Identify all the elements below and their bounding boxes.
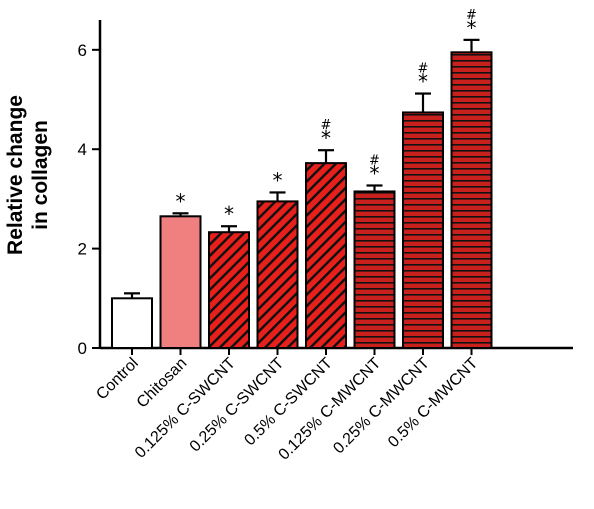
- y-tick-label-2: 2: [78, 240, 87, 259]
- y-axis-title-line-1: Relative change: [4, 95, 27, 255]
- bar-5: [353, 190, 396, 349]
- significance-star-5: *: [370, 161, 380, 185]
- significance-hash-7: #: [466, 8, 477, 23]
- bar-7: [450, 51, 493, 349]
- bar-3: [256, 200, 299, 349]
- y-axis-title: Relative change in collagen: [4, 95, 52, 255]
- significance-star-7: *: [467, 16, 477, 40]
- significance-hash-4: #: [321, 118, 332, 133]
- bar-4: [305, 162, 347, 349]
- category-label-0: Control: [93, 355, 141, 403]
- y-axis-title-line-2: in collagen: [29, 120, 52, 230]
- bar-6: [402, 111, 444, 349]
- significance-star-6: *: [418, 70, 428, 94]
- bar-1: [159, 215, 202, 349]
- significance-star-1: *: [176, 189, 186, 213]
- significance-hash-5: #: [369, 153, 380, 168]
- significance-star-2: *: [224, 202, 234, 226]
- y-tick-label-4: 4: [78, 140, 87, 159]
- y-tick-label-6: 6: [78, 41, 87, 60]
- significance-hash-6: #: [418, 62, 429, 77]
- category-label-4: 0.5% C-SWCNT: [241, 355, 336, 450]
- significance-star-3: *: [273, 168, 283, 192]
- category-label-7: 0.5% C-MWCNT: [385, 355, 481, 451]
- significance-star-4: *: [321, 126, 331, 150]
- y-tick-label-0: 0: [78, 339, 87, 358]
- bar-0: [111, 297, 153, 350]
- bar-2: [208, 231, 250, 349]
